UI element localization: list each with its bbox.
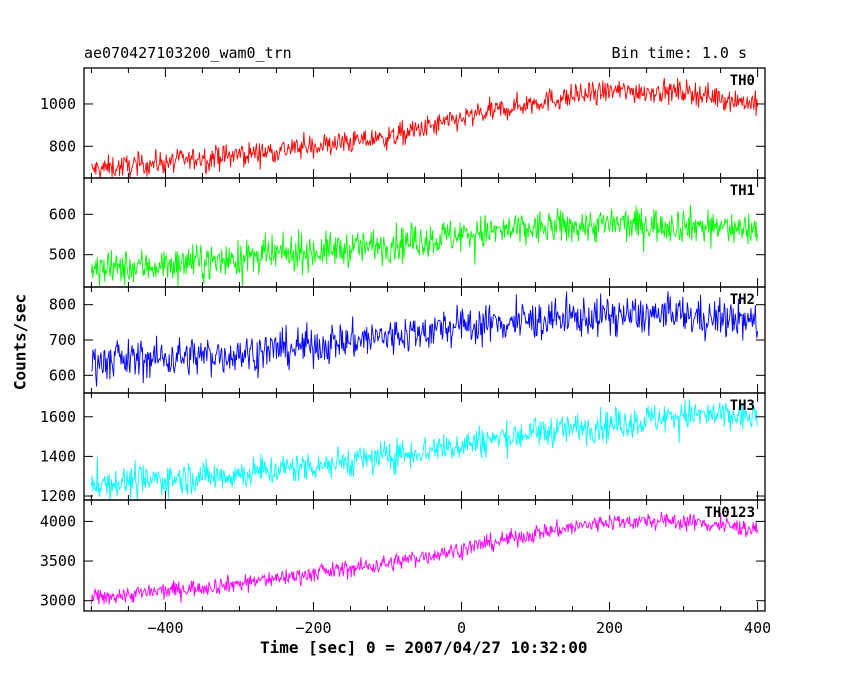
y-tick-label: 3000 [40, 592, 76, 610]
y-tick-label: 600 [49, 205, 76, 223]
y-tick-label: 1400 [40, 447, 76, 465]
y-tick-label: 3500 [40, 552, 76, 570]
y-tick-label: 700 [49, 331, 76, 349]
x-tick-label: 0 [457, 619, 466, 637]
y-tick-label: 1200 [40, 487, 76, 505]
panel-label-th1: TH1 [730, 183, 755, 199]
panel-label-th0: TH0 [730, 73, 755, 89]
y-tick-label: 500 [49, 246, 76, 264]
panel-label-th2: TH2 [730, 292, 755, 308]
series-line-th0123 [90, 511, 759, 605]
y-axis-label: Counts/sec [10, 293, 30, 391]
x-tick-label: 200 [596, 619, 623, 637]
series-line-th1 [90, 204, 759, 288]
panel-label-th0123: TH0123 [704, 505, 755, 521]
y-tick-label: 4000 [40, 512, 76, 530]
panel-frame-th0 [83, 67, 766, 179]
y-tick-label: 800 [49, 296, 76, 314]
y-tick-label: 600 [49, 366, 76, 384]
x-tick-label: −400 [147, 619, 183, 637]
series-line-th0 [90, 77, 759, 179]
x-tick-label: −200 [295, 619, 331, 637]
series-line-th3 [90, 399, 759, 501]
y-tick-label: 1600 [40, 408, 76, 426]
x-axis-label: Time [sec] 0 = 2007/04/27 10:32:00 [260, 638, 588, 657]
panel-frame-th2 [83, 286, 766, 394]
chart-title-right: Bin time: 1.0 s [611, 44, 747, 62]
chart-title-left: ae070427103200_wam0_trn [84, 44, 292, 62]
panel-label-th3: TH3 [730, 398, 755, 414]
y-tick-label: 800 [49, 137, 76, 155]
y-tick-label: 1000 [40, 95, 76, 113]
series-line-th2 [91, 291, 759, 387]
x-tick-label: 400 [744, 619, 771, 637]
